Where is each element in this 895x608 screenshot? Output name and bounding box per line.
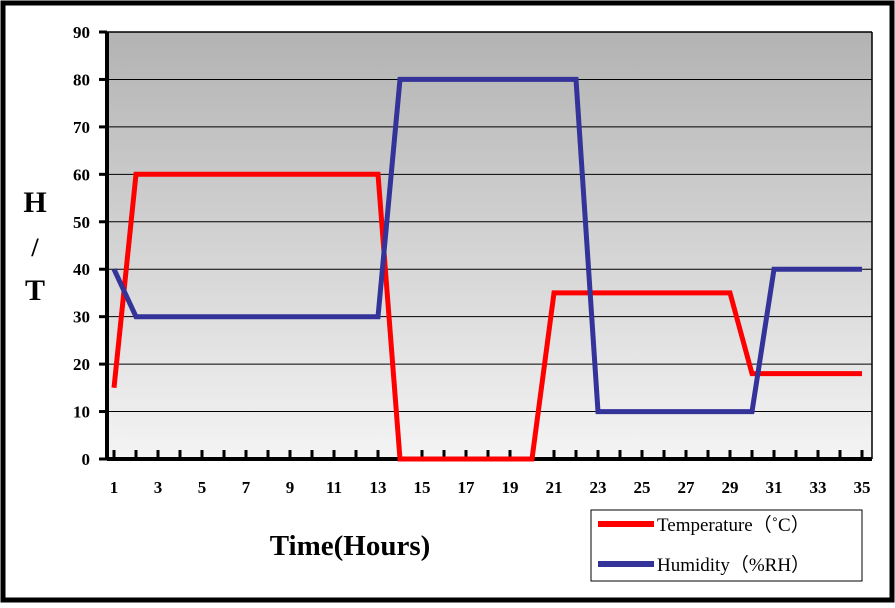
x-tick-label-31: 31 <box>766 478 783 497</box>
x-tick-label-13: 13 <box>370 478 387 497</box>
y-axis-title-line-3: T <box>25 274 45 307</box>
x-axis-title: Time(Hours) <box>270 530 431 562</box>
y-tick-label-80: 80 <box>73 70 90 89</box>
y-tick-label-50: 50 <box>73 213 90 232</box>
y-tick-label-40: 40 <box>73 260 90 279</box>
plot-area <box>107 32 872 459</box>
y-tick-label-70: 70 <box>73 118 90 137</box>
series-line-humidity <box>111 76 862 415</box>
y-tick-label-20: 20 <box>73 355 90 374</box>
x-tick-label-35: 35 <box>854 478 871 497</box>
x-tick-label-19: 19 <box>502 478 519 497</box>
legend-label-humidity: Humidity（%RH） <box>657 554 810 576</box>
x-tick-label-5: 5 <box>198 478 207 497</box>
x-tick-label-17: 17 <box>458 478 476 497</box>
x-tick-label-29: 29 <box>722 478 739 497</box>
x-tick-label-27: 27 <box>678 478 696 497</box>
y-tick-label-30: 30 <box>73 308 90 327</box>
y-tick-label-90: 90 <box>73 23 90 42</box>
y-axis-title-line-1: H <box>23 186 46 219</box>
y-axis-title: H / T <box>23 186 46 307</box>
x-tick-label-23: 23 <box>590 478 607 497</box>
x-tick-label-9: 9 <box>286 478 295 497</box>
y-axis-title-line-2: / <box>30 233 39 262</box>
x-tick-label-7: 7 <box>242 478 251 497</box>
x-tick-label-33: 33 <box>810 478 827 497</box>
x-tick-label-25: 25 <box>634 478 651 497</box>
series <box>111 76 862 462</box>
axes <box>99 30 873 461</box>
legend: Temperature（˚C） Humidity（%RH） <box>590 509 863 582</box>
x-tick-label-21: 21 <box>546 478 563 497</box>
x-tick-label-11: 11 <box>326 478 342 497</box>
legend-label-temperature: Temperature（˚C） <box>657 514 810 536</box>
y-tick-label-60: 60 <box>73 165 90 184</box>
x-tick-label-3: 3 <box>154 478 163 497</box>
x-tick-label-15: 15 <box>414 478 431 497</box>
y-tick-label-0: 0 <box>82 450 91 469</box>
y-tick-label-10: 10 <box>73 403 90 422</box>
x-tick-label-1: 1 <box>110 478 119 497</box>
series-line-temperature <box>111 171 862 462</box>
